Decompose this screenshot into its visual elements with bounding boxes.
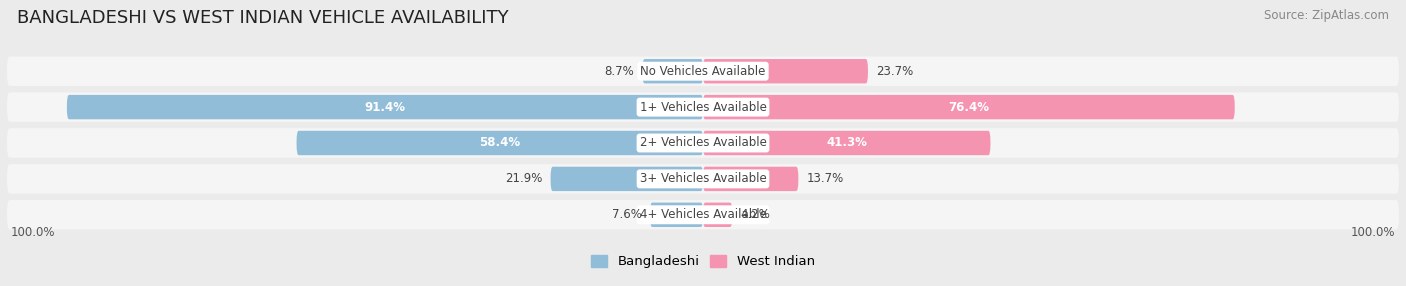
FancyBboxPatch shape: [67, 95, 703, 119]
FancyBboxPatch shape: [7, 128, 1399, 158]
Text: 4+ Vehicles Available: 4+ Vehicles Available: [640, 208, 766, 221]
FancyBboxPatch shape: [7, 200, 1399, 229]
FancyBboxPatch shape: [703, 95, 1234, 119]
Legend: Bangladeshi, West Indian: Bangladeshi, West Indian: [592, 255, 814, 268]
FancyBboxPatch shape: [703, 131, 990, 155]
Text: 91.4%: 91.4%: [364, 101, 405, 114]
FancyBboxPatch shape: [297, 131, 703, 155]
Text: No Vehicles Available: No Vehicles Available: [640, 65, 766, 78]
Text: Source: ZipAtlas.com: Source: ZipAtlas.com: [1264, 9, 1389, 21]
Text: 3+ Vehicles Available: 3+ Vehicles Available: [640, 172, 766, 185]
Text: BANGLADESHI VS WEST INDIAN VEHICLE AVAILABILITY: BANGLADESHI VS WEST INDIAN VEHICLE AVAIL…: [17, 9, 509, 27]
Text: 21.9%: 21.9%: [505, 172, 543, 185]
FancyBboxPatch shape: [703, 59, 868, 84]
Text: 2+ Vehicles Available: 2+ Vehicles Available: [640, 136, 766, 150]
Text: 4.2%: 4.2%: [741, 208, 770, 221]
FancyBboxPatch shape: [703, 167, 799, 191]
Text: 8.7%: 8.7%: [605, 65, 634, 78]
FancyBboxPatch shape: [650, 202, 703, 227]
Text: 76.4%: 76.4%: [949, 101, 990, 114]
FancyBboxPatch shape: [643, 59, 703, 84]
Text: 7.6%: 7.6%: [612, 208, 641, 221]
Text: 100.0%: 100.0%: [10, 226, 55, 239]
FancyBboxPatch shape: [7, 57, 1399, 86]
Text: 13.7%: 13.7%: [807, 172, 844, 185]
FancyBboxPatch shape: [703, 202, 733, 227]
FancyBboxPatch shape: [7, 164, 1399, 194]
Text: 41.3%: 41.3%: [827, 136, 868, 150]
FancyBboxPatch shape: [7, 92, 1399, 122]
Text: 23.7%: 23.7%: [876, 65, 914, 78]
Text: 1+ Vehicles Available: 1+ Vehicles Available: [640, 101, 766, 114]
FancyBboxPatch shape: [551, 167, 703, 191]
Text: 100.0%: 100.0%: [1351, 226, 1396, 239]
Text: 58.4%: 58.4%: [479, 136, 520, 150]
